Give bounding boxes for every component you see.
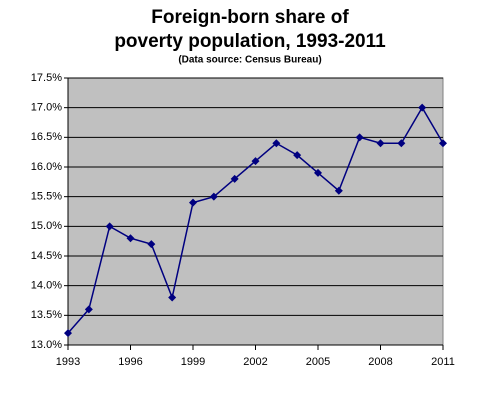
data-point bbox=[189, 198, 197, 207]
data-point bbox=[209, 192, 218, 201]
data-point bbox=[376, 139, 385, 148]
plot-area bbox=[67, 77, 444, 346]
chart-title: Foreign-born share of bbox=[151, 7, 349, 28]
data-point bbox=[293, 151, 302, 160]
data-point bbox=[64, 329, 72, 338]
y-tick-label: 17.0% bbox=[31, 102, 62, 114]
chart-title: poverty population, 1993-2011 bbox=[114, 31, 386, 52]
x-tick-label: 2005 bbox=[306, 356, 330, 368]
data-point bbox=[418, 103, 427, 112]
y-tick-label: 13.0% bbox=[31, 339, 62, 351]
data-point bbox=[272, 139, 281, 148]
data-point bbox=[397, 139, 406, 148]
y-tick-label: 15.0% bbox=[31, 220, 62, 232]
x-tick-label: 2011 bbox=[431, 356, 455, 368]
x-tick-label: 2002 bbox=[243, 356, 267, 368]
y-tick-label: 14.5% bbox=[31, 250, 62, 262]
y-tick-label: 14.0% bbox=[31, 280, 62, 292]
x-tick-label: 1996 bbox=[118, 356, 142, 368]
data-point bbox=[314, 168, 322, 177]
x-tick-label: 2008 bbox=[368, 356, 392, 368]
y-tick-label: 13.5% bbox=[31, 309, 62, 321]
data-point bbox=[355, 133, 364, 142]
data-point bbox=[334, 186, 343, 195]
data-point bbox=[147, 240, 156, 249]
data-point bbox=[439, 139, 447, 148]
y-tick-label: 16.5% bbox=[31, 131, 62, 143]
x-tick-label: 1999 bbox=[181, 356, 205, 368]
data-point bbox=[168, 293, 177, 302]
data-point bbox=[230, 174, 239, 183]
data-point bbox=[84, 305, 93, 314]
data-point bbox=[251, 157, 260, 166]
y-tick-label: 15.5% bbox=[31, 191, 62, 203]
data-point bbox=[126, 234, 135, 243]
y-tick-label: 17.5% bbox=[31, 72, 62, 84]
data-point bbox=[105, 222, 114, 231]
y-tick-label: 16.0% bbox=[31, 161, 62, 173]
x-tick-label: 1993 bbox=[56, 356, 80, 368]
chart-subtitle: (Data source: Census Bureau) bbox=[178, 55, 321, 66]
